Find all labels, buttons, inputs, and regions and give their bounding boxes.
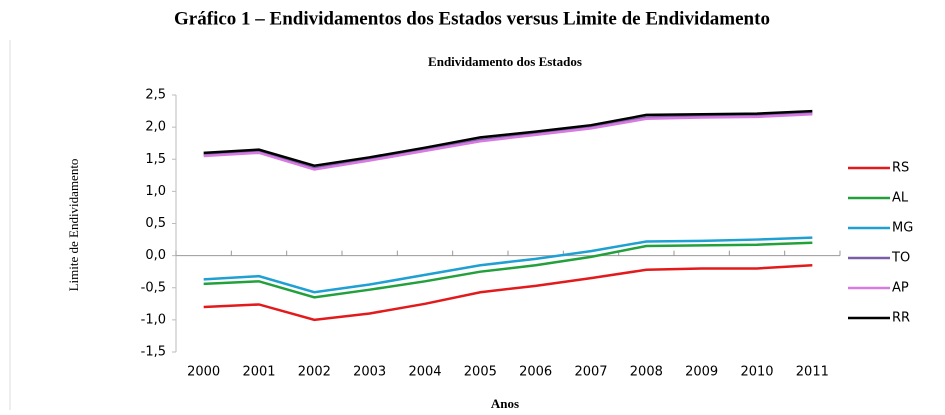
x-tick-label: 2001	[242, 365, 275, 380]
x-tick-label: 2004	[408, 365, 441, 380]
y-tick-label: 1,5	[145, 152, 166, 167]
legend-label: MG	[892, 221, 913, 236]
chart-title: Endividamento dos Estados	[428, 54, 582, 69]
y-tick-label: -0,5	[141, 280, 166, 295]
page-heading: Gráfico 1 – Endividamentos dos Estados v…	[174, 8, 770, 29]
y-tick-label: 0,0	[145, 248, 166, 263]
x-tick-label: 2008	[630, 365, 663, 380]
x-tick-label: 2005	[464, 365, 497, 380]
x-tick-label: 2009	[685, 365, 718, 380]
series-line	[203, 241, 813, 299]
y-tick-label: 2,5	[145, 88, 166, 103]
y-tick-label: 0,5	[145, 216, 166, 231]
series-line	[203, 109, 813, 167]
series-line	[203, 264, 813, 322]
x-tick-label: 2007	[574, 365, 607, 380]
y-tick-label: -1,0	[141, 312, 166, 327]
legend-label: AL	[892, 191, 909, 206]
y-tick-label: -1,5	[141, 345, 166, 360]
y-tick-label: 1,0	[145, 184, 166, 199]
x-tick-label: 2011	[796, 365, 829, 380]
y-axis-label: Limite de Endividamento	[66, 159, 81, 292]
x-axis-label: Anos	[491, 396, 519, 411]
x-tick-label: 2010	[740, 365, 773, 380]
legend-label: AP	[892, 281, 909, 296]
y-tick-label: 2,0	[145, 120, 166, 135]
x-tick-label: 2003	[353, 365, 386, 380]
series-line	[203, 236, 813, 294]
x-tick-label: 2000	[187, 365, 220, 380]
x-tick-label: 2006	[519, 365, 552, 380]
x-tick-label: 2002	[298, 365, 331, 380]
series-line	[203, 113, 813, 171]
legend-label: RR	[892, 311, 910, 326]
legend-label: RS	[892, 161, 909, 176]
legend-label: TO	[891, 251, 910, 266]
